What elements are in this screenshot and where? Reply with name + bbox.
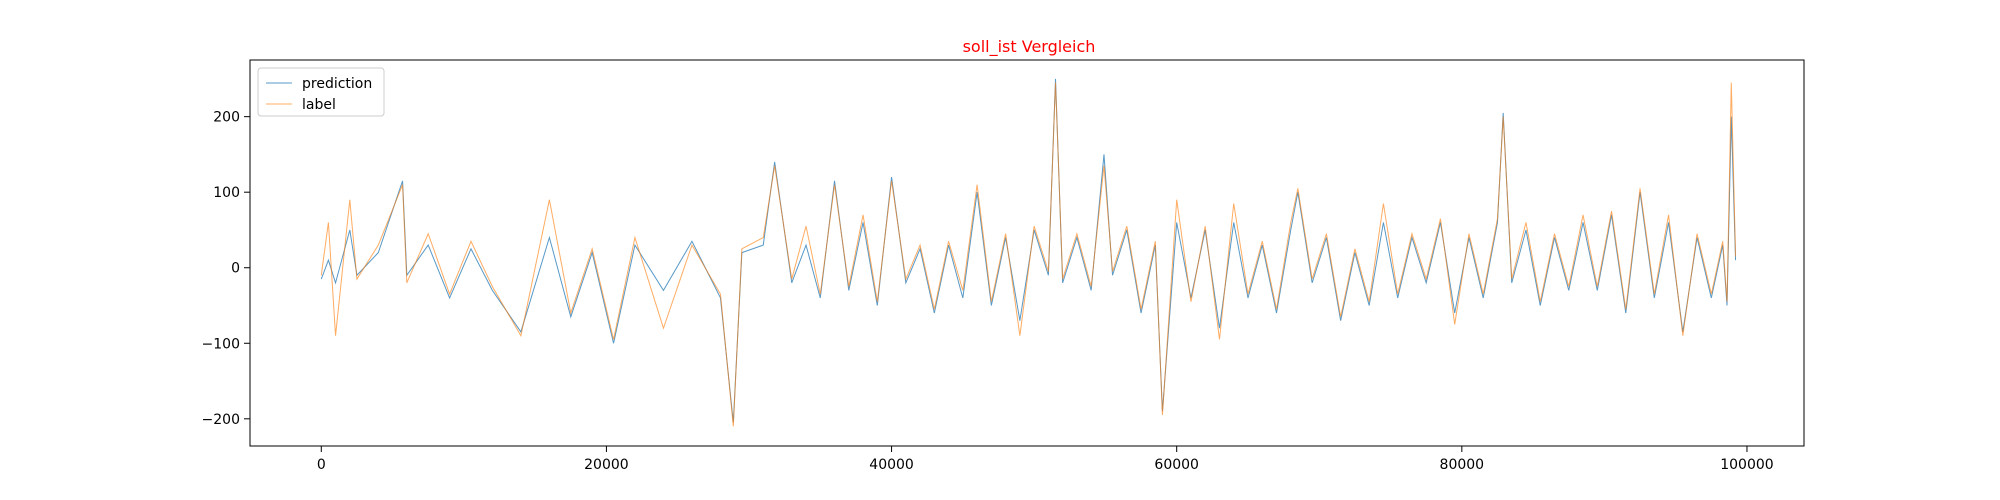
x-tick-label-20000: 20000 bbox=[584, 457, 629, 473]
y-tick-label--100: −100 bbox=[202, 336, 240, 352]
legend: prediction label bbox=[257, 67, 385, 117]
chart-title: soll_ist Vergleich bbox=[963, 37, 1096, 57]
x-tick-label-0: 0 bbox=[317, 457, 326, 473]
series-line-label bbox=[320, 82, 1737, 427]
axes-layer: 0 20000 40000 60000 80000 100000 −200 −100 0 100 2… bbox=[202, 59, 1805, 473]
y-tick-label-200: 200 bbox=[213, 110, 240, 126]
plot-area bbox=[250, 60, 1804, 446]
legend-label-label: label bbox=[302, 97, 336, 113]
x-tick-label-60000: 60000 bbox=[1154, 457, 1199, 473]
plot-layer bbox=[250, 60, 1804, 446]
x-tick-label-40000: 40000 bbox=[869, 457, 914, 473]
x-tick-label-100000: 100000 bbox=[1720, 457, 1773, 473]
y-tick-label-100: 100 bbox=[213, 185, 240, 201]
legend-label-prediction: prediction bbox=[302, 76, 372, 92]
plot-frame bbox=[249, 59, 1805, 447]
y-tick-label-0: 0 bbox=[231, 261, 240, 277]
y-tick-label--200: −200 bbox=[202, 412, 240, 428]
x-tick-label-80000: 80000 bbox=[1440, 457, 1485, 473]
